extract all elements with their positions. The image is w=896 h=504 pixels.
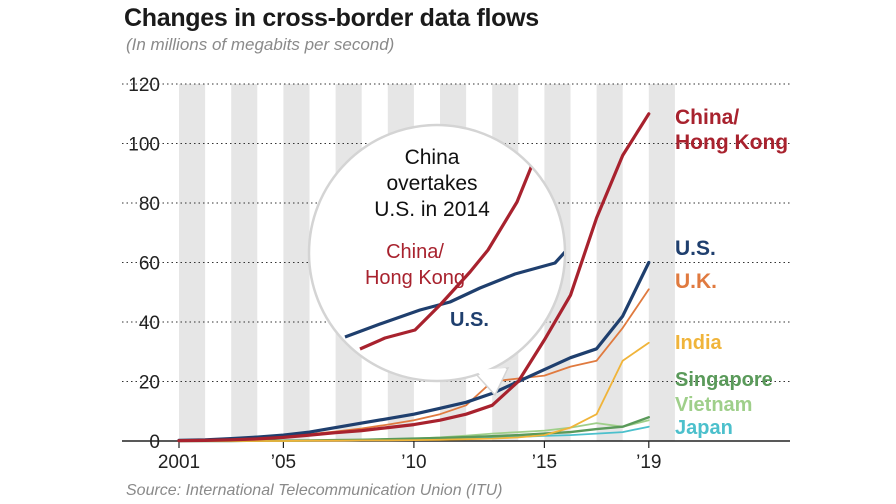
- series-label-japan: Japan: [675, 417, 733, 439]
- y-tick-label: 100: [128, 135, 160, 156]
- x-tick-label: 2001: [158, 452, 200, 473]
- series-line-china: [177, 112, 651, 443]
- callout-china-label: Hong Kong: [365, 267, 465, 289]
- band: [283, 84, 310, 441]
- x-axis-ticks: 2001 ’05 ’10 ’15 ’19: [158, 441, 661, 473]
- series-label-india: India: [675, 332, 723, 354]
- y-tick-label: 40: [139, 313, 160, 334]
- x-tick-label: ’19: [636, 452, 661, 473]
- series-labels: China/Hong Kong U.S. U.K. India Singapore Vie…: [675, 106, 788, 439]
- chart-subtitle: (In millions of megabits per second): [126, 35, 395, 54]
- x-tick-label: ’05: [271, 452, 296, 473]
- callout-circle: [307, 123, 567, 383]
- x-tick-label: ’10: [401, 452, 426, 473]
- callout-pointer-fill: [476, 368, 506, 392]
- callout-text: U.S. in 2014: [374, 198, 490, 221]
- y-tick-label: 120: [128, 75, 160, 96]
- series-label-uk: U.K.: [675, 270, 717, 293]
- y-tick-label: 20: [139, 373, 160, 394]
- source-note: Source: International Telecommunication …: [126, 482, 503, 499]
- series-line-india: [178, 341, 650, 442]
- callout-us-label: U.S.: [450, 309, 489, 331]
- series-label-us: U.S.: [675, 237, 716, 260]
- callout-china-line: [359, 126, 552, 351]
- series-label-singapore: Singapore: [675, 369, 773, 391]
- band: [648, 84, 675, 441]
- callout-text: China: [405, 146, 460, 169]
- series-label-china: Hong Kong: [675, 131, 788, 154]
- callout: China overtakes U.S. in 2014 China/Hong Kon…: [307, 123, 567, 397]
- y-tick-label: 60: [139, 254, 160, 275]
- callout-us-line: [344, 250, 564, 339]
- callout-lines: [344, 126, 564, 351]
- series-label-vietnam: Vietnam: [675, 394, 752, 416]
- chart-title: Changes in cross-border data flows: [124, 4, 539, 32]
- series-lines: [177, 112, 651, 443]
- y-tick-label: 0: [149, 432, 160, 453]
- series-line-us: [177, 260, 651, 442]
- y-tick-label: 80: [139, 194, 160, 215]
- y-axis-ticks: 0 20 40 60 80 100 120: [128, 75, 160, 453]
- series-label-china: China/: [675, 106, 739, 129]
- callout-text: overtakes: [386, 172, 477, 195]
- x-tick-label: ’15: [532, 452, 557, 473]
- band: [179, 84, 206, 441]
- callout-china-label: China/: [386, 241, 444, 263]
